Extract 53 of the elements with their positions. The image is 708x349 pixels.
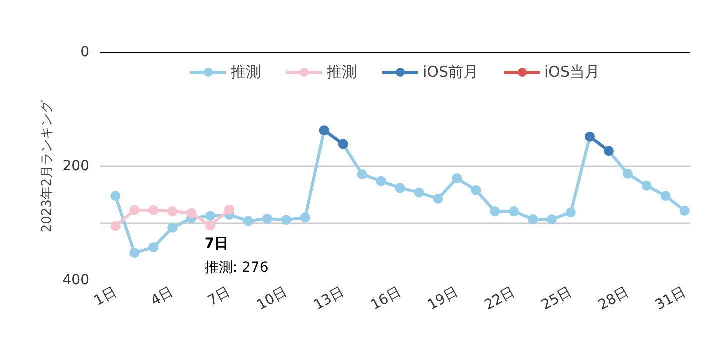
point [622,168,633,179]
point [471,185,482,196]
y-axis-title: 2023年2月ランキング [40,99,55,233]
point [110,191,121,202]
x-tick-label: 31日 [653,284,689,314]
x-tick-label: 19日 [425,284,462,314]
point [281,215,292,226]
legend-label: 推測 [327,62,357,82]
point [206,220,216,231]
x-tick-label: 16日 [368,284,404,314]
point [566,208,576,218]
point [452,173,462,184]
point [148,242,159,252]
point [547,214,558,224]
point [148,205,159,216]
point [642,180,652,191]
point [110,221,121,232]
annotation: 推測: 276 [204,260,269,276]
point [262,214,272,224]
point [130,248,140,258]
point [168,206,178,217]
x-tick-label: 25日 [539,284,575,314]
annotation: 7日 [204,236,229,252]
point [395,183,406,194]
point [300,212,310,223]
legend-label: iOS当月 [544,62,600,82]
x-tick-label: 1日 [92,284,120,310]
x-tick-label: 7日 [206,284,234,310]
x-tick-label: 13日 [312,284,348,314]
point [660,191,671,202]
point [206,211,216,222]
y-tick-label: 200 [62,158,90,174]
legend-label: 推測 [231,62,261,82]
legend-label: iOS前月 [423,62,478,82]
point [414,188,424,198]
point [224,204,235,215]
point [433,194,444,204]
point [243,216,254,226]
y-tick-label: 0 [80,44,90,60]
point [357,169,368,180]
point [509,206,520,217]
x-tick-label: 22日 [482,284,518,314]
x-tick-label: 28日 [596,284,632,314]
x-tick-label: 4日 [148,284,176,310]
point [376,176,386,186]
point [168,223,178,234]
point [130,205,140,216]
point [528,214,538,224]
point [186,208,197,218]
x-tick-label: 10日 [254,284,290,314]
point [490,206,500,217]
point [680,206,690,216]
y-tick-label: 400 [62,272,90,288]
